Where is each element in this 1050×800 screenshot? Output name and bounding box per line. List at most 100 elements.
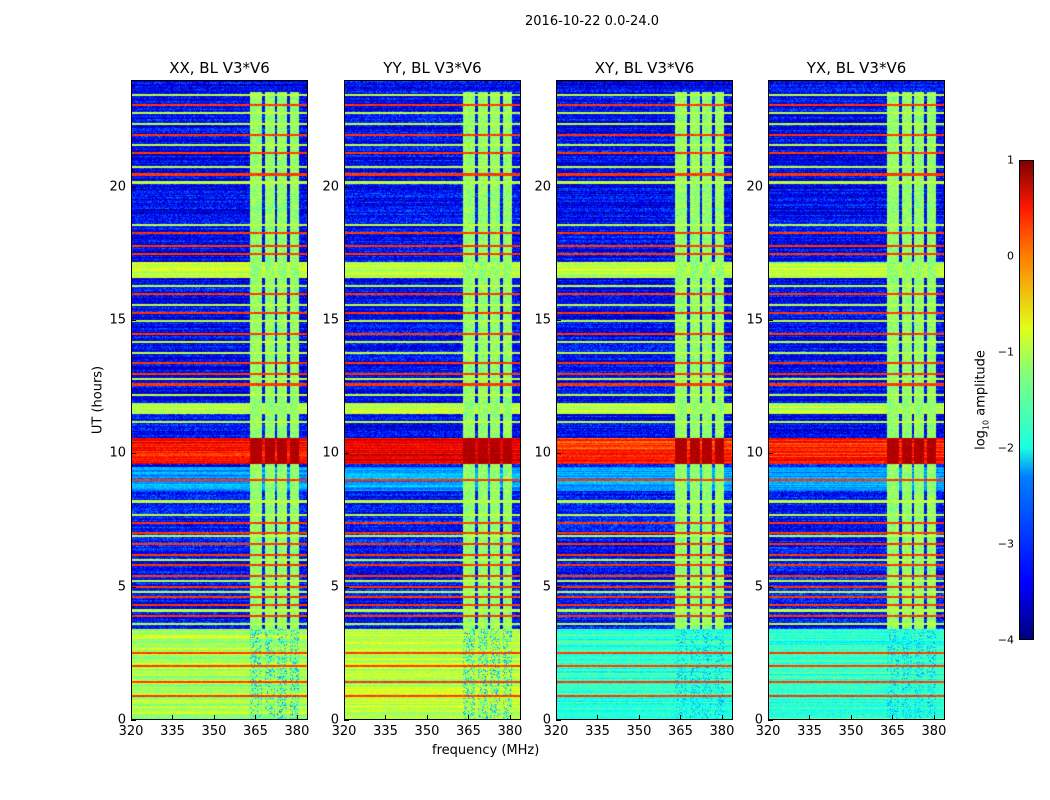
y-tick-label: 10: [746, 445, 763, 461]
x-tick-label: 350: [414, 724, 440, 739]
x-tick: [721, 715, 723, 720]
x-tick-label: 320: [331, 724, 357, 739]
x-tick: [468, 715, 470, 720]
x-tick-label: 335: [585, 724, 610, 739]
x-tick-label: 335: [797, 724, 822, 739]
y-tick-label: 20: [109, 179, 126, 195]
heatmap-image: [557, 81, 732, 719]
x-tick: [255, 715, 257, 720]
colorbar-tick-label: 0: [1007, 249, 1014, 263]
x-tick: [172, 715, 174, 720]
y-tick-label: 20: [322, 179, 339, 195]
x-tick: [131, 715, 132, 720]
colorbar-tick-label: −1: [997, 345, 1014, 359]
x-tick-label: 380: [497, 724, 523, 739]
x-tick-label: 350: [201, 724, 227, 739]
x-tick-label: 320: [543, 724, 569, 739]
colorbar-tick-label: −4: [997, 633, 1014, 647]
y-tick: [556, 720, 561, 721]
y-tick-label: 15: [109, 312, 126, 328]
y-tick: [344, 586, 349, 588]
x-tick: [638, 715, 640, 720]
x-tick-label: 380: [284, 724, 310, 739]
y-tick: [768, 453, 773, 455]
x-tick-label: 380: [921, 724, 947, 739]
y-tick-label: 15: [322, 312, 339, 328]
x-tick: [597, 715, 599, 720]
y-tick-label: 20: [746, 179, 763, 195]
x-tick: [509, 715, 511, 720]
panel-title: XX, BL V3*V6: [169, 59, 270, 77]
x-tick-label: 365: [456, 724, 481, 739]
x-tick-label: 350: [838, 724, 864, 739]
x-tick-label: 380: [709, 724, 735, 739]
y-tick: [131, 186, 136, 188]
spectrogram-panel: [556, 80, 733, 720]
x-tick: [768, 715, 769, 720]
colorbar-label: log10 amplitude: [973, 350, 991, 450]
y-tick: [768, 186, 773, 188]
heatmap-image: [345, 81, 520, 719]
y-tick-label: 0: [117, 712, 126, 728]
x-axis-label: frequency (MHz): [432, 743, 540, 758]
x-tick: [385, 715, 387, 720]
spectrogram-panel: [131, 80, 308, 720]
y-tick-label: 15: [534, 312, 551, 328]
x-tick: [809, 715, 811, 720]
y-tick-label: 5: [542, 579, 551, 595]
figure-title: 2016-10-22 0.0-24.0: [525, 14, 659, 29]
y-tick-label: 0: [754, 712, 763, 728]
x-tick-label: 350: [626, 724, 652, 739]
x-tick-label: 335: [160, 724, 185, 739]
y-tick-label: 0: [330, 712, 339, 728]
x-tick-label: 365: [880, 724, 905, 739]
x-tick-label: 365: [668, 724, 693, 739]
y-tick: [768, 320, 773, 321]
y-tick: [556, 320, 561, 321]
y-tick: [131, 320, 136, 321]
x-tick: [213, 715, 215, 720]
y-tick-label: 20: [534, 179, 551, 195]
colorbar: [1019, 160, 1034, 640]
colorbar-tick-label: 1: [1007, 153, 1014, 167]
spectrogram-panel: [344, 80, 521, 720]
x-tick: [680, 715, 682, 720]
x-tick-label: 320: [755, 724, 781, 739]
x-tick: [426, 715, 428, 720]
x-tick-label: 335: [373, 724, 398, 739]
y-tick: [344, 186, 349, 188]
y-tick-label: 10: [322, 445, 339, 461]
panel-title: YX, BL V3*V6: [806, 59, 907, 77]
x-tick: [344, 715, 345, 720]
spectrogram-panel: [768, 80, 945, 720]
y-tick: [556, 186, 561, 188]
panel-title: XY, BL V3*V6: [594, 59, 695, 77]
y-tick-label: 10: [109, 445, 126, 461]
y-tick-label: 5: [330, 579, 339, 595]
y-tick: [131, 720, 136, 721]
y-axis-label: UT (hours): [90, 365, 106, 435]
y-tick: [344, 453, 349, 455]
x-tick: [850, 715, 852, 720]
y-tick: [344, 320, 349, 321]
y-tick: [556, 453, 561, 455]
x-tick-label: 320: [118, 724, 144, 739]
y-tick: [768, 720, 773, 721]
x-tick: [556, 715, 557, 720]
colorbar-tick-label: −2: [997, 441, 1014, 455]
colorbar-tick-label: −3: [997, 537, 1014, 551]
y-tick-label: 10: [534, 445, 551, 461]
x-tick: [296, 715, 298, 720]
y-tick-label: 5: [117, 579, 126, 595]
y-tick: [131, 453, 136, 455]
x-tick: [933, 715, 935, 720]
heatmap-image: [769, 81, 944, 719]
y-tick: [344, 720, 349, 721]
x-tick: [892, 715, 894, 720]
x-tick-label: 365: [243, 724, 268, 739]
panel-title: YY, BL V3*V6: [383, 59, 482, 77]
y-tick: [556, 586, 561, 588]
heatmap-image: [132, 81, 307, 719]
y-tick-label: 5: [754, 579, 763, 595]
